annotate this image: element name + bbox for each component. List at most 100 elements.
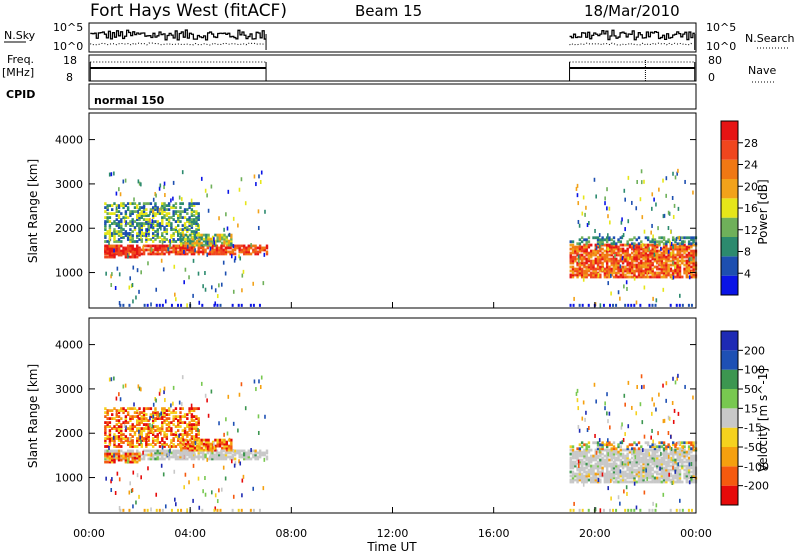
range-cell	[590, 253, 593, 257]
range-cell	[120, 407, 123, 411]
range-cell	[177, 435, 180, 438]
range-cell	[195, 429, 198, 432]
range-cell	[617, 271, 620, 275]
range-cell	[678, 454, 682, 458]
range-cell	[681, 454, 684, 458]
range-cell	[147, 220, 150, 223]
range-cell	[192, 498, 194, 503]
range-cell	[117, 224, 121, 227]
range-cell	[692, 265, 695, 269]
range-cell	[211, 449, 214, 453]
range-cell	[192, 423, 196, 426]
range-cell	[179, 214, 182, 217]
range-cell	[678, 464, 682, 468]
range-cell	[612, 456, 616, 460]
range-cell	[126, 206, 130, 210]
range-cell	[665, 474, 668, 478]
range-cell	[165, 449, 169, 453]
range-cell	[191, 237, 194, 241]
range-cell	[165, 204, 169, 208]
range-cell	[145, 238, 148, 241]
range-cell	[132, 299, 134, 304]
range-cell	[156, 457, 159, 461]
range-cell	[685, 249, 689, 253]
range-cell	[583, 452, 586, 456]
range-cell	[138, 433, 141, 436]
range-cell	[172, 433, 175, 436]
range-cell	[129, 236, 132, 239]
range-cell	[683, 474, 686, 478]
range-cell	[594, 448, 597, 452]
range-cell	[142, 218, 146, 221]
range-cell	[669, 247, 673, 251]
range-cell	[184, 472, 187, 477]
range-cell	[259, 385, 262, 390]
range-cell	[220, 487, 223, 492]
range-cell	[131, 240, 134, 243]
range-cell	[197, 252, 200, 256]
range-cell	[604, 406, 606, 411]
range-cell	[172, 180, 175, 185]
range-cell	[165, 437, 169, 440]
range-cell	[192, 451, 196, 455]
range-cell	[571, 460, 575, 464]
range-cell	[172, 411, 175, 415]
range-cell	[252, 303, 255, 307]
range-cell	[653, 462, 657, 466]
range-cell	[124, 421, 128, 424]
range-cell	[147, 244, 150, 248]
range-cell	[637, 480, 641, 484]
range-cell	[202, 246, 205, 250]
range-cell	[204, 492, 207, 497]
nsearch-tick-bottom: 10^0	[706, 40, 736, 53]
range-cell	[674, 261, 677, 265]
range-cell	[590, 259, 593, 263]
range-cell	[224, 271, 227, 276]
range-cell	[571, 247, 575, 251]
range-cell	[158, 240, 162, 243]
range-cell	[133, 456, 137, 460]
range-cell	[631, 450, 634, 454]
range-cell	[158, 252, 162, 256]
range-cell	[154, 220, 157, 223]
range-cell	[177, 439, 180, 442]
range-cell	[681, 458, 684, 462]
range-cell	[126, 249, 130, 253]
range-cell	[592, 478, 595, 482]
range-cell	[651, 249, 654, 253]
range-cell	[108, 226, 112, 229]
range-cell	[683, 464, 686, 468]
range-cell	[634, 250, 637, 255]
range-cell	[674, 450, 677, 454]
range-cell	[673, 408, 676, 413]
range-cell	[138, 456, 141, 460]
range-cell	[163, 457, 166, 461]
range-cell	[198, 446, 201, 450]
range-cell	[592, 251, 595, 255]
range-cell	[601, 238, 604, 242]
range-cell	[163, 419, 166, 422]
range-cell	[678, 267, 682, 271]
range-cell	[156, 246, 159, 250]
range-cell	[163, 248, 166, 252]
range-cell	[626, 249, 629, 253]
range-cell	[174, 226, 178, 229]
range-cell	[685, 470, 689, 474]
range-cell	[195, 241, 199, 245]
range-cell	[244, 406, 247, 411]
range-cell	[108, 429, 112, 432]
range-cell	[576, 261, 579, 265]
range-cell	[225, 239, 228, 243]
range-cell	[192, 457, 196, 461]
range-cell	[163, 208, 166, 212]
range-cell	[177, 244, 180, 248]
range-cell	[603, 269, 607, 273]
range-cell	[225, 237, 228, 241]
range-cell	[580, 454, 584, 458]
range-cell	[610, 464, 613, 468]
range-cell	[202, 252, 205, 256]
range-cell	[605, 472, 609, 476]
range-cell	[181, 435, 184, 438]
range-cell	[213, 508, 216, 512]
range-cell	[606, 206, 608, 211]
